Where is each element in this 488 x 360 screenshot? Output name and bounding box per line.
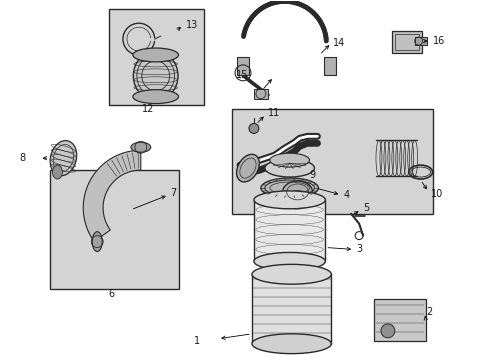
Bar [414, 37, 426, 45]
Text: 7: 7 [170, 188, 177, 198]
Text: 3: 3 [355, 244, 362, 255]
Text: 10: 10 [429, 189, 442, 199]
Bar [391, 31, 421, 53]
Text: 2: 2 [426, 307, 432, 317]
Bar [49, 170, 178, 289]
Bar [394, 34, 418, 50]
Ellipse shape [269, 153, 309, 167]
Ellipse shape [236, 154, 259, 182]
Bar [251, 274, 331, 344]
Ellipse shape [133, 51, 178, 100]
Circle shape [380, 324, 394, 338]
Text: 15: 15 [235, 70, 247, 80]
Bar [253, 200, 325, 261]
Text: 14: 14 [333, 38, 345, 48]
Text: 13: 13 [185, 20, 197, 30]
Text: 4: 4 [343, 190, 348, 200]
Ellipse shape [50, 141, 77, 176]
Ellipse shape [52, 165, 62, 179]
Bar [373, 299, 425, 341]
Bar [232, 109, 432, 214]
Ellipse shape [92, 232, 102, 252]
Text: 8: 8 [20, 153, 26, 163]
Polygon shape [83, 150, 141, 242]
Text: 11: 11 [267, 108, 280, 117]
Ellipse shape [260, 178, 318, 198]
Ellipse shape [251, 264, 331, 284]
Ellipse shape [253, 191, 325, 209]
Text: 5: 5 [362, 203, 368, 213]
Ellipse shape [264, 159, 314, 177]
Ellipse shape [133, 90, 178, 104]
Bar [237, 57, 248, 75]
Text: 16: 16 [432, 36, 444, 46]
Bar [109, 9, 204, 105]
Text: 9: 9 [309, 170, 315, 180]
Text: 6: 6 [108, 289, 114, 299]
Ellipse shape [131, 142, 150, 152]
Text: 12: 12 [141, 104, 154, 113]
Circle shape [248, 123, 258, 133]
Bar [253, 89, 267, 99]
Bar [324, 57, 336, 75]
Text: 1: 1 [194, 336, 200, 346]
Ellipse shape [133, 48, 178, 62]
Ellipse shape [253, 252, 325, 270]
Ellipse shape [282, 181, 312, 203]
Ellipse shape [251, 334, 331, 354]
